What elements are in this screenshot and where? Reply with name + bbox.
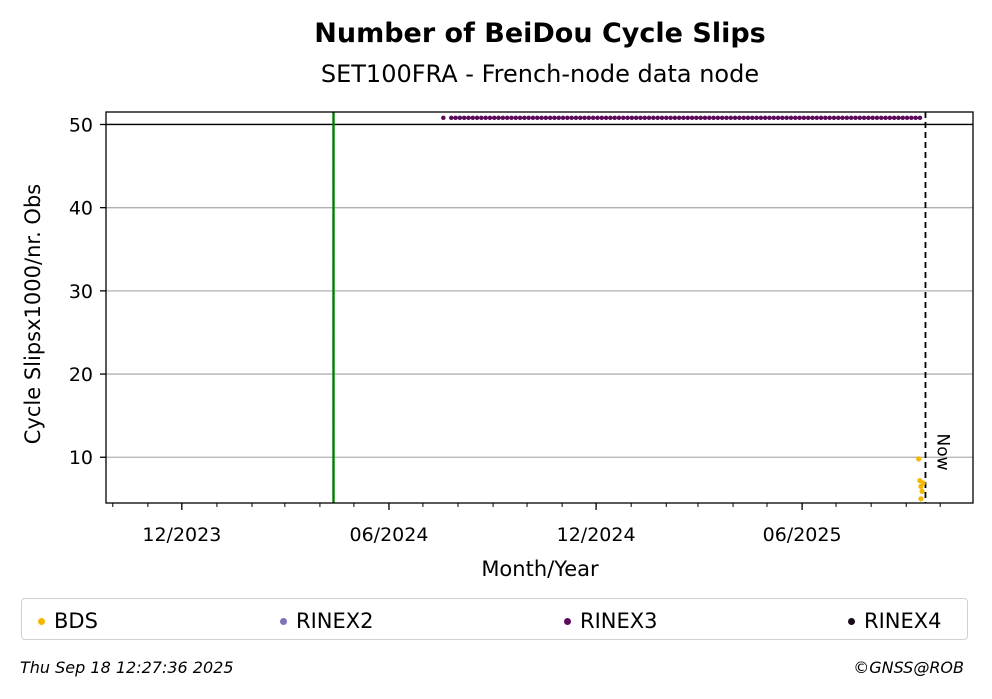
legend-label-rinex4: RINEX4 bbox=[864, 609, 942, 633]
chart-subtitle: SET100FRA - French-node data node bbox=[321, 60, 759, 88]
y-tick-label: 10 bbox=[69, 447, 93, 469]
legend-marker-rinex2 bbox=[280, 617, 287, 625]
legend-marker-rinex4 bbox=[848, 617, 855, 625]
plot-frame bbox=[105, 111, 974, 504]
legend-item-rinex3: RINEX3 bbox=[564, 609, 658, 633]
legend-label-bds: BDS bbox=[54, 609, 98, 633]
x-axis-label: Month/Year bbox=[481, 557, 599, 581]
x-tick-label: 06/2025 bbox=[763, 524, 842, 546]
x-tick-label: 12/2024 bbox=[557, 524, 636, 546]
legend-label-rinex2: RINEX2 bbox=[296, 609, 374, 633]
legend-item-bds: BDS bbox=[38, 609, 98, 633]
x-tick-label: 06/2024 bbox=[349, 524, 428, 546]
y-tick-label: 30 bbox=[69, 281, 93, 303]
legend-item-rinex2: RINEX2 bbox=[280, 609, 374, 633]
chart-title: Number of BeiDou Cycle Slips bbox=[314, 18, 765, 49]
legend-marker-bds bbox=[38, 617, 45, 625]
footer-timestamp: Thu Sep 18 12:27:36 2025 bbox=[20, 658, 234, 677]
legend-marker-rinex3 bbox=[564, 617, 571, 625]
bds-point bbox=[916, 456, 922, 462]
legend: BDS RINEX2 RINEX3 RINEX4 bbox=[21, 598, 968, 640]
bds-point bbox=[918, 496, 924, 502]
legend-item-rinex4: RINEX4 bbox=[848, 609, 942, 633]
bds-point bbox=[920, 480, 926, 486]
y-axis-label: Cycle Slipsx1000/nr. Obs bbox=[21, 184, 45, 444]
y-tick-label: 20 bbox=[69, 364, 93, 386]
footer-credit: ©GNSS@ROB bbox=[853, 658, 964, 677]
y-tick-label: 50 bbox=[69, 114, 93, 136]
bds-point bbox=[919, 488, 925, 494]
y-tick-label: 40 bbox=[69, 198, 93, 220]
now-label: Now bbox=[932, 433, 952, 470]
x-tick-label: 12/2023 bbox=[142, 524, 221, 546]
legend-label-rinex3: RINEX3 bbox=[580, 609, 658, 633]
